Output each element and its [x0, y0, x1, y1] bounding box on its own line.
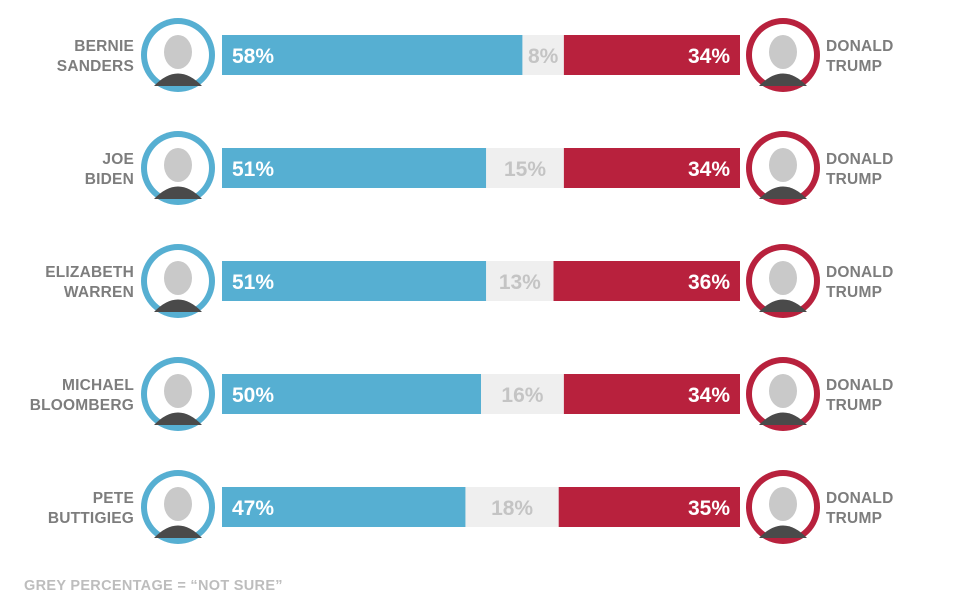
right-name-line: TRUMP [826, 171, 882, 188]
democrat-avatar-head [164, 35, 192, 69]
trump-label: 36% [688, 271, 730, 294]
democrat-bar [222, 261, 487, 301]
trump-avatar-head [769, 148, 797, 182]
trump-avatar-shoulders [759, 412, 807, 425]
trump-avatar-head [769, 374, 797, 408]
right-name-line: DONALD [826, 377, 894, 394]
right-name-line: TRUMP [826, 58, 882, 75]
democrat-avatar-shoulders [154, 186, 202, 199]
right-name-line: TRUMP [826, 397, 882, 414]
not-sure-label: 15% [504, 158, 546, 181]
trump-avatar-shoulders [759, 299, 807, 312]
left-name-line: BUTTIGIEG [48, 510, 134, 527]
democrat-label: 47% [232, 497, 274, 520]
democrat-bar [222, 35, 523, 75]
not-sure-bar [486, 261, 554, 301]
trump-label: 34% [688, 45, 730, 68]
democrat-avatar-shoulders [154, 299, 202, 312]
left-name-line: PETE [93, 490, 134, 507]
not-sure-bar [486, 148, 564, 188]
not-sure-label: 8% [528, 45, 559, 68]
left-name-line: ELIZABETH [45, 264, 134, 281]
not-sure-bar [465, 487, 559, 527]
trump-bar [563, 148, 740, 188]
trump-bar [563, 35, 740, 75]
not-sure-bar [481, 374, 564, 414]
democrat-avatar-head [164, 374, 192, 408]
left-name-line: BLOOMBERG [30, 397, 134, 414]
not-sure-bar [522, 35, 564, 75]
democrat-label: 50% [232, 384, 274, 407]
democrat-avatar-shoulders [154, 525, 202, 538]
trump-bar [563, 374, 740, 414]
democrat-bar [222, 374, 481, 414]
right-name-line: DONALD [826, 264, 894, 281]
left-name-line: MICHAEL [62, 377, 134, 394]
not-sure-label: 13% [499, 271, 541, 294]
democrat-label: 51% [232, 158, 274, 181]
trump-label: 34% [688, 158, 730, 181]
democrat-avatar-head [164, 487, 192, 521]
right-name-line: TRUMP [826, 510, 882, 527]
trump-avatar-shoulders [759, 73, 807, 86]
trump-bar [553, 261, 740, 301]
trump-label: 35% [688, 497, 730, 520]
trump-avatar-head [769, 487, 797, 521]
democrat-label: 51% [232, 271, 274, 294]
democrat-label: 58% [232, 45, 274, 68]
trump-avatar-head [769, 35, 797, 69]
democrat-avatar-head [164, 148, 192, 182]
democrat-bar [222, 487, 466, 527]
left-name-line: WARREN [64, 284, 134, 301]
trump-avatar-head [769, 261, 797, 295]
right-name-line: DONALD [826, 38, 894, 55]
trump-avatar-shoulders [759, 186, 807, 199]
left-name-line: BIDEN [85, 171, 134, 188]
democrat-avatar-head [164, 261, 192, 295]
democrat-bar [222, 148, 487, 188]
not-sure-label: 16% [501, 384, 543, 407]
democrat-avatar-shoulders [154, 73, 202, 86]
left-name-line: SANDERS [57, 58, 134, 75]
left-name-line: BERNIE [74, 38, 134, 55]
democrat-avatar-shoulders [154, 412, 202, 425]
right-name-line: DONALD [826, 151, 894, 168]
trump-avatar-shoulders [759, 525, 807, 538]
right-name-line: TRUMP [826, 284, 882, 301]
right-name-line: DONALD [826, 490, 894, 507]
left-name-line: JOE [102, 151, 134, 168]
footnote: GREY PERCENTAGE = “NOT SURE” [24, 578, 283, 594]
trump-bar [558, 487, 740, 527]
not-sure-label: 18% [491, 497, 533, 520]
trump-label: 34% [688, 384, 730, 407]
